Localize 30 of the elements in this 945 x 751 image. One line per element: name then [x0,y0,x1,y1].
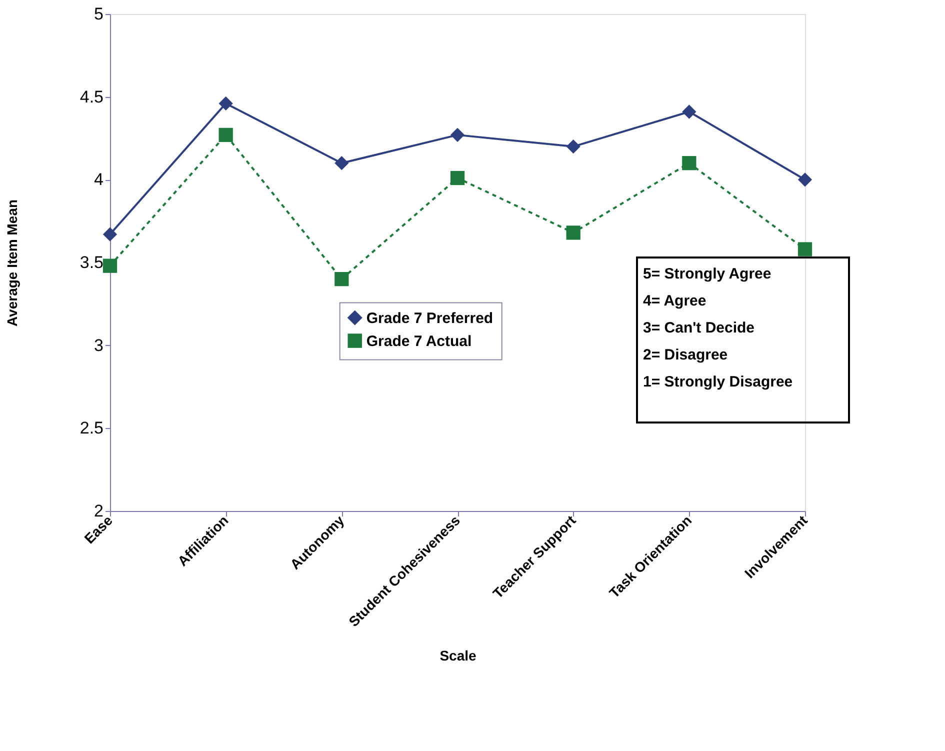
annotation: 3= Can't Decide [643,320,755,337]
y-tick-label: 4 [94,170,104,190]
y-axis-title: Average Item Mean [4,199,20,327]
annotation: 4= Agree [643,292,706,310]
y-tick-label: 3.5 [80,253,104,272]
annotation: 1= Strongly Disagree [643,374,793,391]
point [682,104,696,119]
point [334,272,349,286]
point [798,242,812,256]
y-tick-label: 4.5 [80,87,104,106]
point [798,172,812,187]
y-tick-label: 3 [94,336,104,355]
y-tick-label: 2 [94,502,104,520]
point [450,128,465,142]
point [682,156,696,170]
point [566,226,580,240]
point [566,139,580,154]
annotation: 5= Strongly Agree [643,266,772,283]
point [102,227,118,242]
point [102,258,118,273]
y-tick-label: 5 [94,4,104,24]
annotation: 2= Disagree [643,346,728,364]
legend-label: Grade 7 Preferred [366,310,494,327]
point [334,156,349,170]
x-axis-title: Scale [440,648,477,664]
point [218,128,233,142]
legend-label: Grade 7 Actual [366,332,472,350]
y-tick-label: 2.5 [80,418,104,438]
point [218,96,233,111]
point [450,170,465,186]
